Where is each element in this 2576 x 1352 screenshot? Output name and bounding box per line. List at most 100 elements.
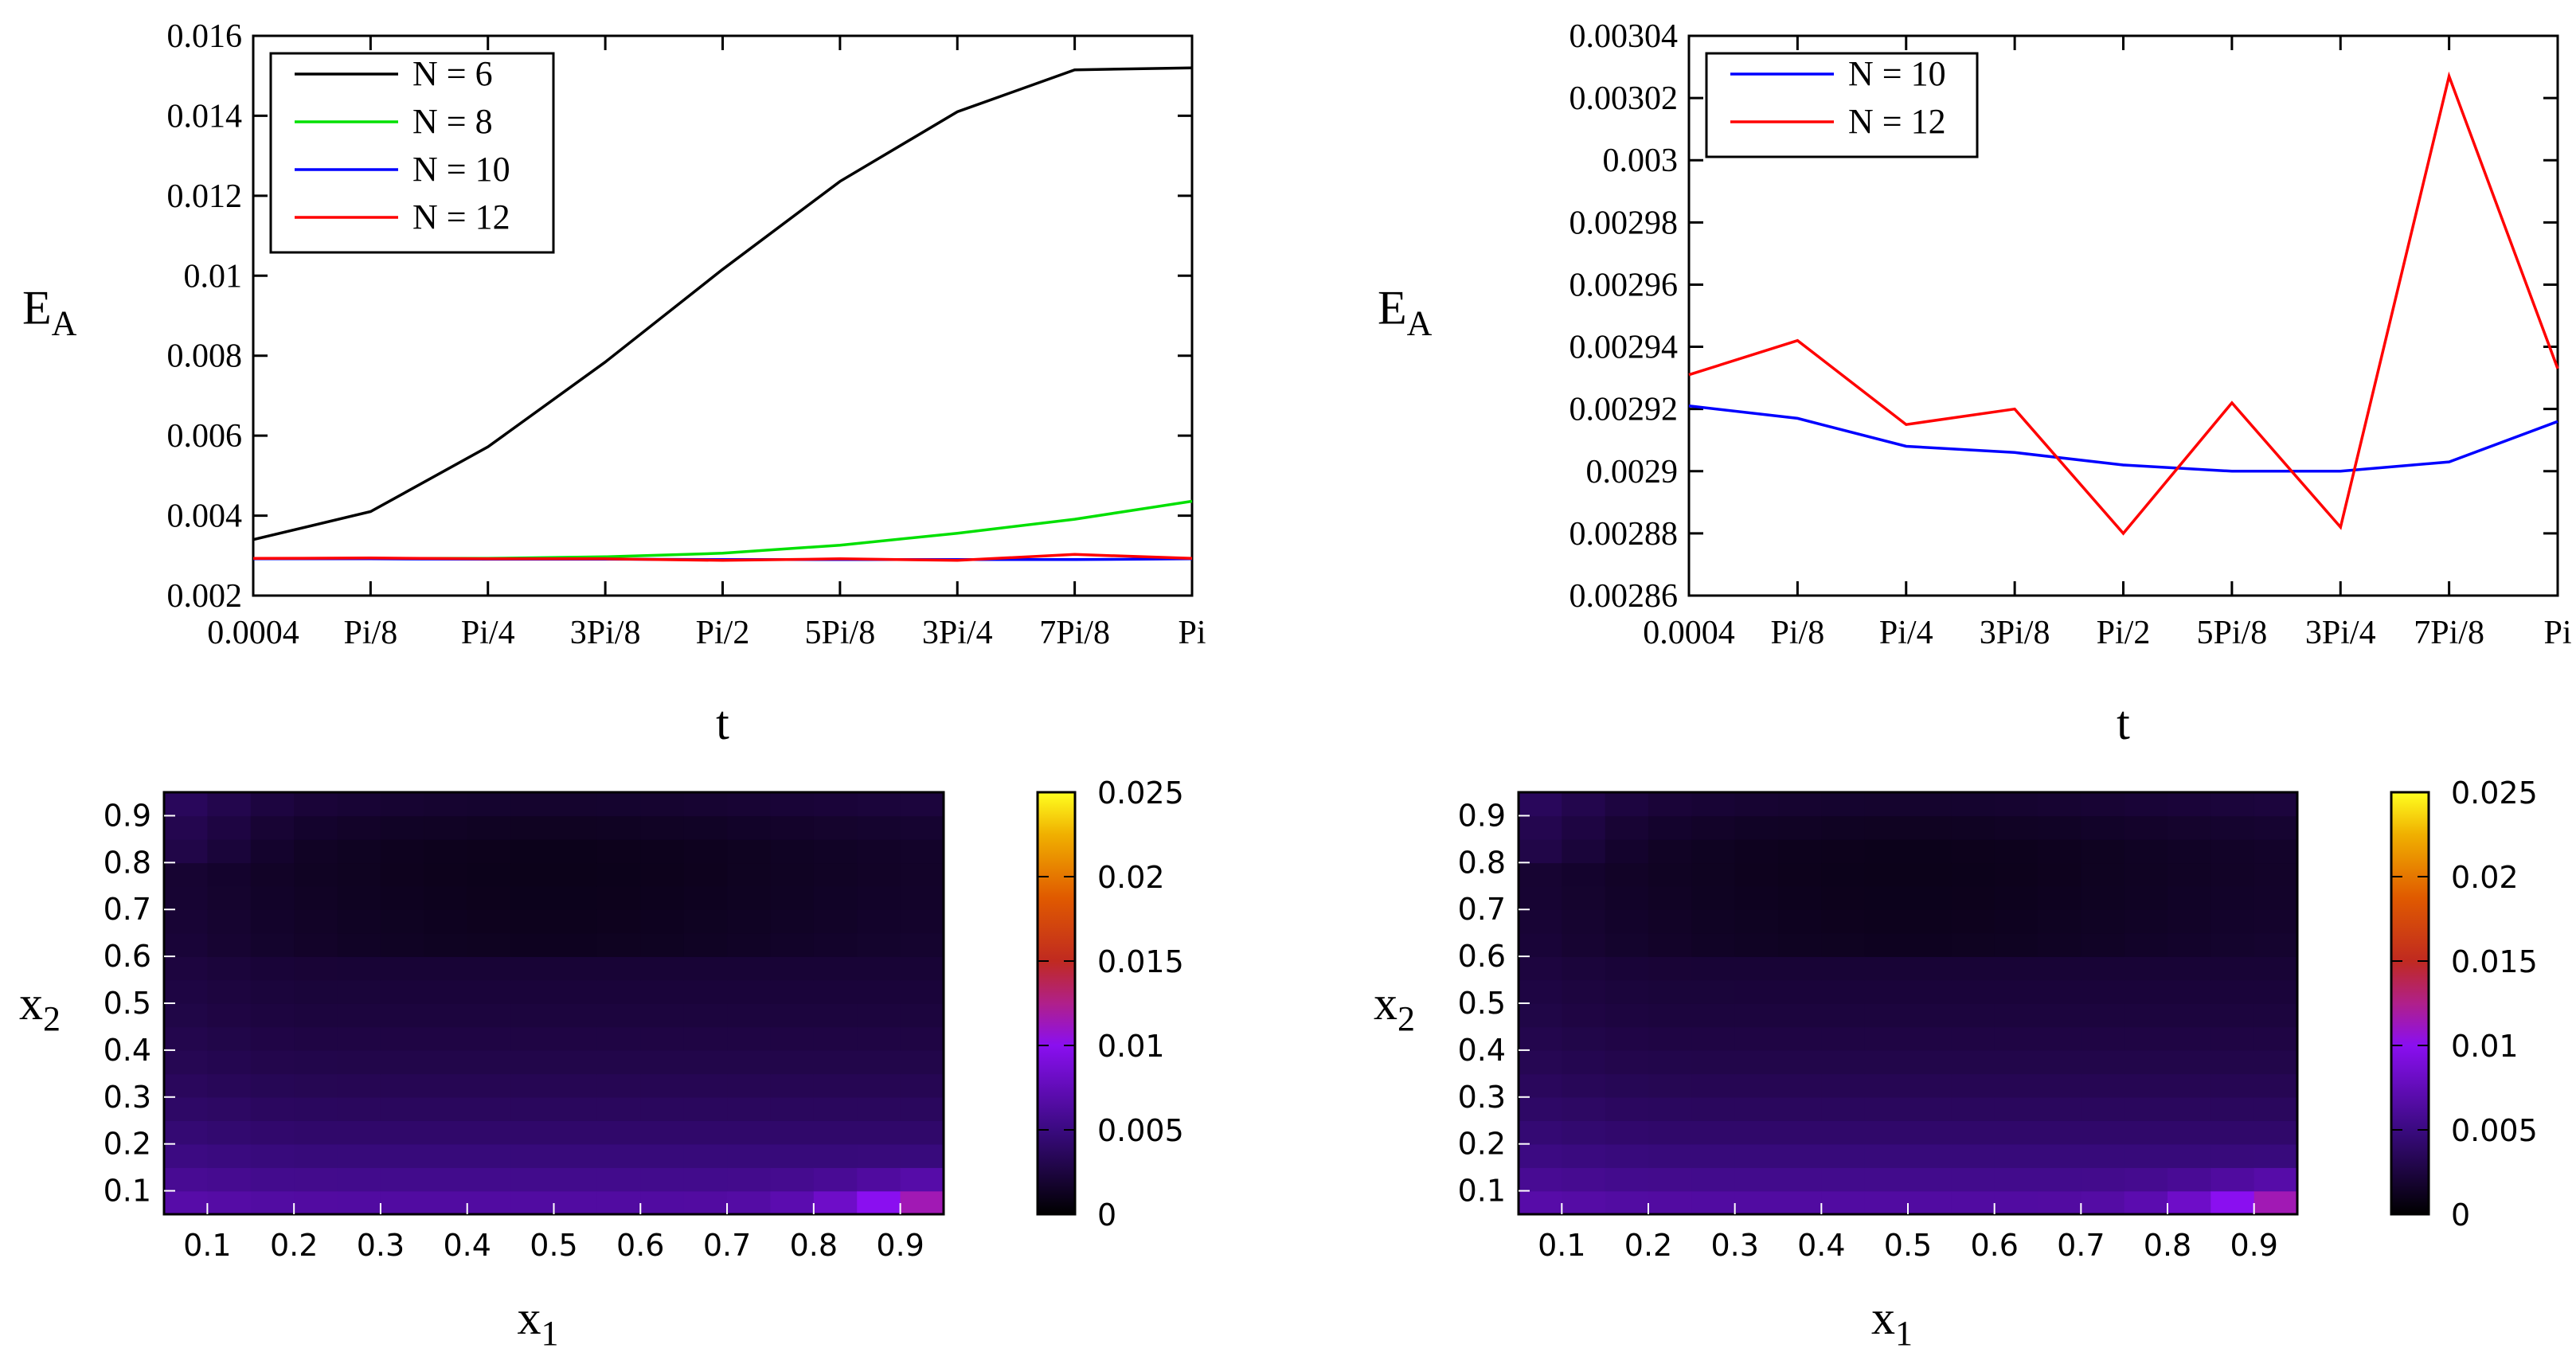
- heatmap-cell: [2038, 792, 2082, 817]
- heatmap-cell: [1821, 1003, 1866, 1028]
- heatmap-cell: [1951, 932, 1996, 957]
- heatmap-cell: [1821, 815, 1866, 840]
- heatmap-cell: [727, 862, 772, 887]
- colorbar-tick-label: 0.01: [2451, 1029, 2519, 1064]
- heatmap-cell: [1951, 815, 1996, 840]
- heatmap-cell: [596, 815, 642, 840]
- heatmap-cell: [1951, 1049, 1996, 1075]
- colorbar: [2390, 791, 2430, 1216]
- heatmap-cell: [2124, 1096, 2168, 1121]
- heatmap-cell: [164, 1143, 209, 1168]
- heatmap-cell: [207, 792, 252, 817]
- heatmap-cell: [510, 792, 555, 817]
- heatmap-cell: [2211, 1096, 2255, 1121]
- heatmap-cell: [2211, 1026, 2255, 1051]
- legend-label: N = 10: [412, 150, 510, 189]
- heatmap-cell: [380, 838, 425, 864]
- heatmap-cell: [553, 1167, 598, 1192]
- heatmap-cell: [1519, 1073, 1563, 1098]
- heatmap-cell: [1994, 815, 2039, 840]
- heatmap-cell: [900, 1120, 944, 1145]
- heatmap-cell: [380, 1120, 425, 1145]
- heatmap-cell: [857, 792, 901, 817]
- heatmap-cell: [1864, 1096, 1909, 1121]
- heatmap-cell: [2254, 862, 2298, 887]
- heatmap-cell: [250, 862, 295, 887]
- heatmap-cell: [1734, 1026, 1779, 1051]
- heatmap-cell: [683, 1143, 728, 1168]
- heatmap-cell: [510, 885, 555, 910]
- heatmap-cell: [467, 1073, 511, 1098]
- heatmap-cell: [813, 1073, 858, 1098]
- heatmap-cell: [900, 1167, 944, 1192]
- heatmap-cell: [250, 1143, 295, 1168]
- heatmap-cell: [1605, 792, 1649, 817]
- heatmap-cell: [1778, 838, 1823, 864]
- heatmap-cell: [640, 1003, 685, 1028]
- heatmap-cell: [1734, 838, 1779, 864]
- heatmap-cell: [1648, 909, 1693, 934]
- heatmap-cell: [1519, 885, 1563, 910]
- y-axis-label: x2: [1374, 977, 1415, 1038]
- heatmap-cell: [2038, 862, 2082, 887]
- heatmap-cell: [380, 792, 425, 817]
- heatmap-right: 0.1 0.2 0.3 0.4 0.5 0.6 0.7 0.8 0.9 0.1 0.2 0.3 0.4 0…: [1374, 776, 2538, 1352]
- heatmap-cell: [1864, 792, 1909, 817]
- heatmap-cell: [380, 1143, 425, 1168]
- heatmap-cell: [2211, 1190, 2255, 1215]
- heatmap-cell: [770, 909, 815, 934]
- heatmap-cell: [467, 979, 511, 1004]
- heatmap-cell: [2038, 1167, 2082, 1192]
- heatmap-cell: [770, 1167, 815, 1192]
- heatmap-cell: [467, 1026, 511, 1051]
- heatmap-cell: [813, 1003, 858, 1028]
- heatmap-cell: [510, 1049, 555, 1075]
- series-line: [252, 66, 1193, 541]
- heatmap-cell: [164, 1190, 209, 1215]
- heatmap-cell: [813, 815, 858, 840]
- heatmap-cell: [727, 815, 772, 840]
- heatmap-cell: [813, 1049, 858, 1075]
- legend-label: N = 12: [1848, 102, 1946, 141]
- heatmap-cell: [294, 885, 338, 910]
- heatmap-cell: [1519, 1049, 1563, 1075]
- heatmap-cell: [337, 1143, 381, 1168]
- heatmap-cell: [250, 1049, 295, 1075]
- heatmap-cell: [250, 1167, 295, 1192]
- heatmap-cell: [813, 1026, 858, 1051]
- heatmap-cell: [1691, 1073, 1736, 1098]
- heatmap-cell: [640, 909, 685, 934]
- heatmap-cell: [1605, 885, 1649, 910]
- heatmap-cell: [1864, 979, 1909, 1004]
- heatmap-cell: [337, 862, 381, 887]
- heatmap-cell: [424, 932, 468, 957]
- heatmap-cell: [857, 909, 901, 934]
- heatmap-cell: [727, 1167, 772, 1192]
- heatmap-cell: [640, 979, 685, 1004]
- heatmap-cell: [1864, 932, 1909, 957]
- heatmap-cell: [770, 1190, 815, 1215]
- heatmap-cell: [294, 1190, 338, 1215]
- heatmap-cell: [683, 1003, 728, 1028]
- heatmap-cell: [2254, 1096, 2298, 1121]
- heatmap-cell: [640, 838, 685, 864]
- heatmap-cell: [640, 956, 685, 981]
- heatmap-cell: [380, 1003, 425, 1028]
- heatmap-cell: [1778, 1143, 1823, 1168]
- heatmap-cell: [1778, 1026, 1823, 1051]
- heatmap-cell: [596, 1120, 642, 1145]
- heatmap-cell: [1821, 1120, 1866, 1145]
- heatmap-cell: [2081, 1096, 2125, 1121]
- heatmap-cell: [1562, 1167, 1606, 1192]
- heatmap-cell: [1951, 1190, 1996, 1215]
- x-tick-label: Pi: [1178, 615, 1206, 651]
- heatmap-cell: [1562, 838, 1606, 864]
- heatmap-cell: [2124, 1003, 2168, 1028]
- heatmap-cell: [857, 1143, 901, 1168]
- heatmap-cell: [1648, 1026, 1693, 1051]
- heatmap-cell: [2124, 1190, 2168, 1215]
- heatmap-cell: [857, 1096, 901, 1121]
- heatmap-cell: [2081, 909, 2125, 934]
- y-tick-label: 0.4: [104, 1033, 151, 1068]
- heatmap-cell: [1648, 1073, 1693, 1098]
